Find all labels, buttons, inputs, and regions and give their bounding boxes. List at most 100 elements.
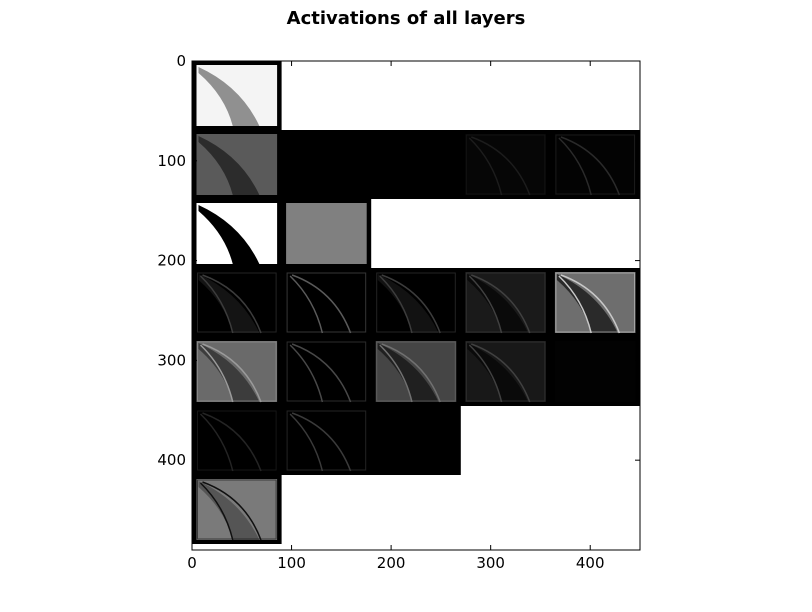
tile-edge bbox=[379, 344, 413, 403]
tile-edge bbox=[558, 137, 592, 196]
axis-ticks: 0 100 200 300 400 0 100 200 300 400 bbox=[157, 52, 640, 572]
activation-tile bbox=[286, 272, 367, 334]
tile-edge bbox=[471, 274, 531, 334]
tile-edge bbox=[289, 344, 324, 403]
y-tick-label: 400 bbox=[157, 451, 186, 469]
tile-edge bbox=[468, 137, 503, 196]
tile-edge bbox=[379, 275, 413, 334]
activation-tile bbox=[554, 134, 636, 196]
tile-border bbox=[555, 134, 636, 195]
tile-border bbox=[555, 272, 636, 333]
tile-border bbox=[465, 134, 546, 195]
tile-border bbox=[376, 272, 456, 333]
tile-background bbox=[286, 134, 367, 195]
y-tick-label: 200 bbox=[157, 252, 186, 270]
tile-shape bbox=[198, 205, 260, 264]
tile-edge bbox=[381, 274, 441, 334]
activation-tile bbox=[196, 479, 278, 541]
y-tick-label: 0 bbox=[176, 52, 186, 70]
tile-shape bbox=[198, 481, 260, 540]
tile-background bbox=[286, 341, 367, 402]
activation-tile bbox=[465, 341, 546, 403]
tile-shape bbox=[556, 274, 618, 333]
activation-tile bbox=[286, 341, 367, 403]
activation-tile bbox=[196, 203, 278, 264]
tile-edge bbox=[560, 274, 621, 334]
plot-frame bbox=[191, 60, 641, 551]
activation-tile bbox=[196, 410, 278, 472]
tile-background bbox=[375, 410, 457, 471]
tile-border bbox=[465, 272, 546, 333]
tile-shape bbox=[198, 67, 260, 126]
tile-shape bbox=[198, 343, 260, 402]
tile-border bbox=[197, 410, 277, 471]
tile-border bbox=[286, 410, 367, 471]
x-tick-label: 200 bbox=[377, 554, 406, 572]
tile-edge bbox=[199, 275, 234, 334]
tile-edge bbox=[202, 412, 262, 472]
tile-background bbox=[554, 341, 636, 402]
x-tick-label: 100 bbox=[277, 554, 306, 572]
tile-edge bbox=[202, 343, 262, 403]
tile-edge bbox=[199, 344, 234, 403]
tile-edge bbox=[471, 136, 531, 196]
tile-background bbox=[196, 410, 278, 471]
activation-tile bbox=[465, 134, 546, 196]
tile-edge bbox=[468, 275, 503, 334]
tile-border bbox=[197, 479, 277, 540]
tile-edge bbox=[381, 343, 441, 403]
chart-title: Activations of all layers bbox=[286, 8, 526, 29]
tile-border bbox=[197, 341, 277, 402]
tile-edge bbox=[560, 136, 621, 196]
tile-shape bbox=[467, 343, 529, 402]
tile-edge bbox=[199, 482, 234, 541]
tile-border bbox=[286, 341, 367, 402]
tile-border bbox=[465, 341, 546, 402]
activation-tile bbox=[286, 203, 367, 264]
tile-edge bbox=[291, 412, 352, 472]
activation-tile bbox=[375, 134, 457, 195]
tile-edge bbox=[289, 413, 324, 472]
activation-tile bbox=[465, 272, 546, 334]
x-tick-label: 0 bbox=[187, 554, 197, 572]
activation-cells bbox=[192, 61, 640, 544]
tile-edge bbox=[291, 343, 352, 403]
tile-edge bbox=[202, 274, 262, 334]
tile-background bbox=[286, 203, 367, 264]
x-tick-label: 400 bbox=[576, 554, 605, 572]
y-tick-label: 100 bbox=[157, 152, 186, 170]
tile-background bbox=[465, 134, 546, 195]
tile-edge bbox=[202, 481, 262, 541]
tile-shape bbox=[198, 274, 260, 333]
activation-tile bbox=[286, 410, 367, 472]
tile-background bbox=[286, 272, 367, 333]
tile-edge bbox=[291, 274, 352, 334]
tile-shape bbox=[467, 274, 529, 333]
activation-tile bbox=[196, 134, 278, 195]
activation-tile bbox=[196, 65, 278, 126]
tile-shape bbox=[377, 274, 439, 333]
tile-background bbox=[375, 134, 457, 195]
tile-border bbox=[376, 341, 456, 402]
tile-shape bbox=[377, 343, 439, 402]
tile-background bbox=[286, 410, 367, 471]
activation-tile bbox=[375, 272, 457, 334]
x-tick-label: 300 bbox=[476, 554, 505, 572]
y-tick-label: 300 bbox=[157, 351, 186, 369]
tile-border bbox=[286, 272, 367, 333]
tile-edge bbox=[289, 275, 324, 334]
activation-tile bbox=[196, 341, 278, 403]
activation-tile bbox=[554, 341, 636, 402]
tile-border bbox=[197, 272, 277, 333]
tile-edge bbox=[199, 413, 234, 472]
activation-tile bbox=[375, 410, 457, 471]
tile-edge bbox=[471, 343, 531, 403]
activation-tile bbox=[196, 272, 278, 334]
tile-background bbox=[554, 134, 636, 195]
tile-edge bbox=[558, 275, 592, 334]
activation-tile bbox=[286, 134, 367, 195]
activation-tile bbox=[554, 272, 636, 334]
activation-tile bbox=[375, 341, 457, 403]
tile-edge bbox=[468, 344, 503, 403]
